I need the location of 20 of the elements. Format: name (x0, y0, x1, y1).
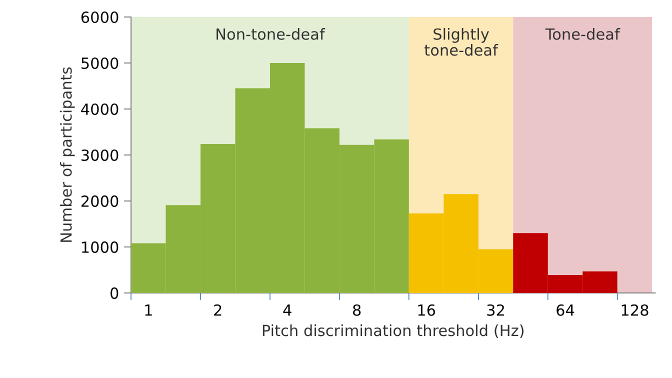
y-tick-label: 6000 (81, 11, 118, 24)
band-label: Non-tone-deaf (216, 28, 326, 40)
y-tick-label: 3000 (82, 149, 118, 161)
band-label: Slightly tone-deaf (424, 28, 498, 56)
y-tick-label: 4000 (81, 103, 118, 116)
y-tick-label: 0 (110, 287, 118, 299)
x-tick-label: 16 (418, 304, 436, 316)
x-axis-title: Pitch discrimination threshold (Hz) (262, 324, 524, 338)
x-tick-label: 64 (556, 304, 574, 316)
band-label: Tone-deaf (545, 28, 620, 40)
x-tick-label: 8 (353, 304, 361, 316)
x-tick-label: 2 (214, 304, 222, 316)
y-tick-label: 2000 (81, 195, 118, 207)
x-tick-label: 4 (283, 304, 292, 316)
x-tick-label: 128 (622, 304, 648, 316)
x-tick-label: 1 (145, 304, 152, 316)
y-axis-title: Number of participants (60, 67, 75, 242)
x-tick-label: 32 (487, 304, 504, 316)
y-tick-label: 1000 (82, 241, 118, 253)
y-tick-label: 5000 (82, 57, 118, 70)
